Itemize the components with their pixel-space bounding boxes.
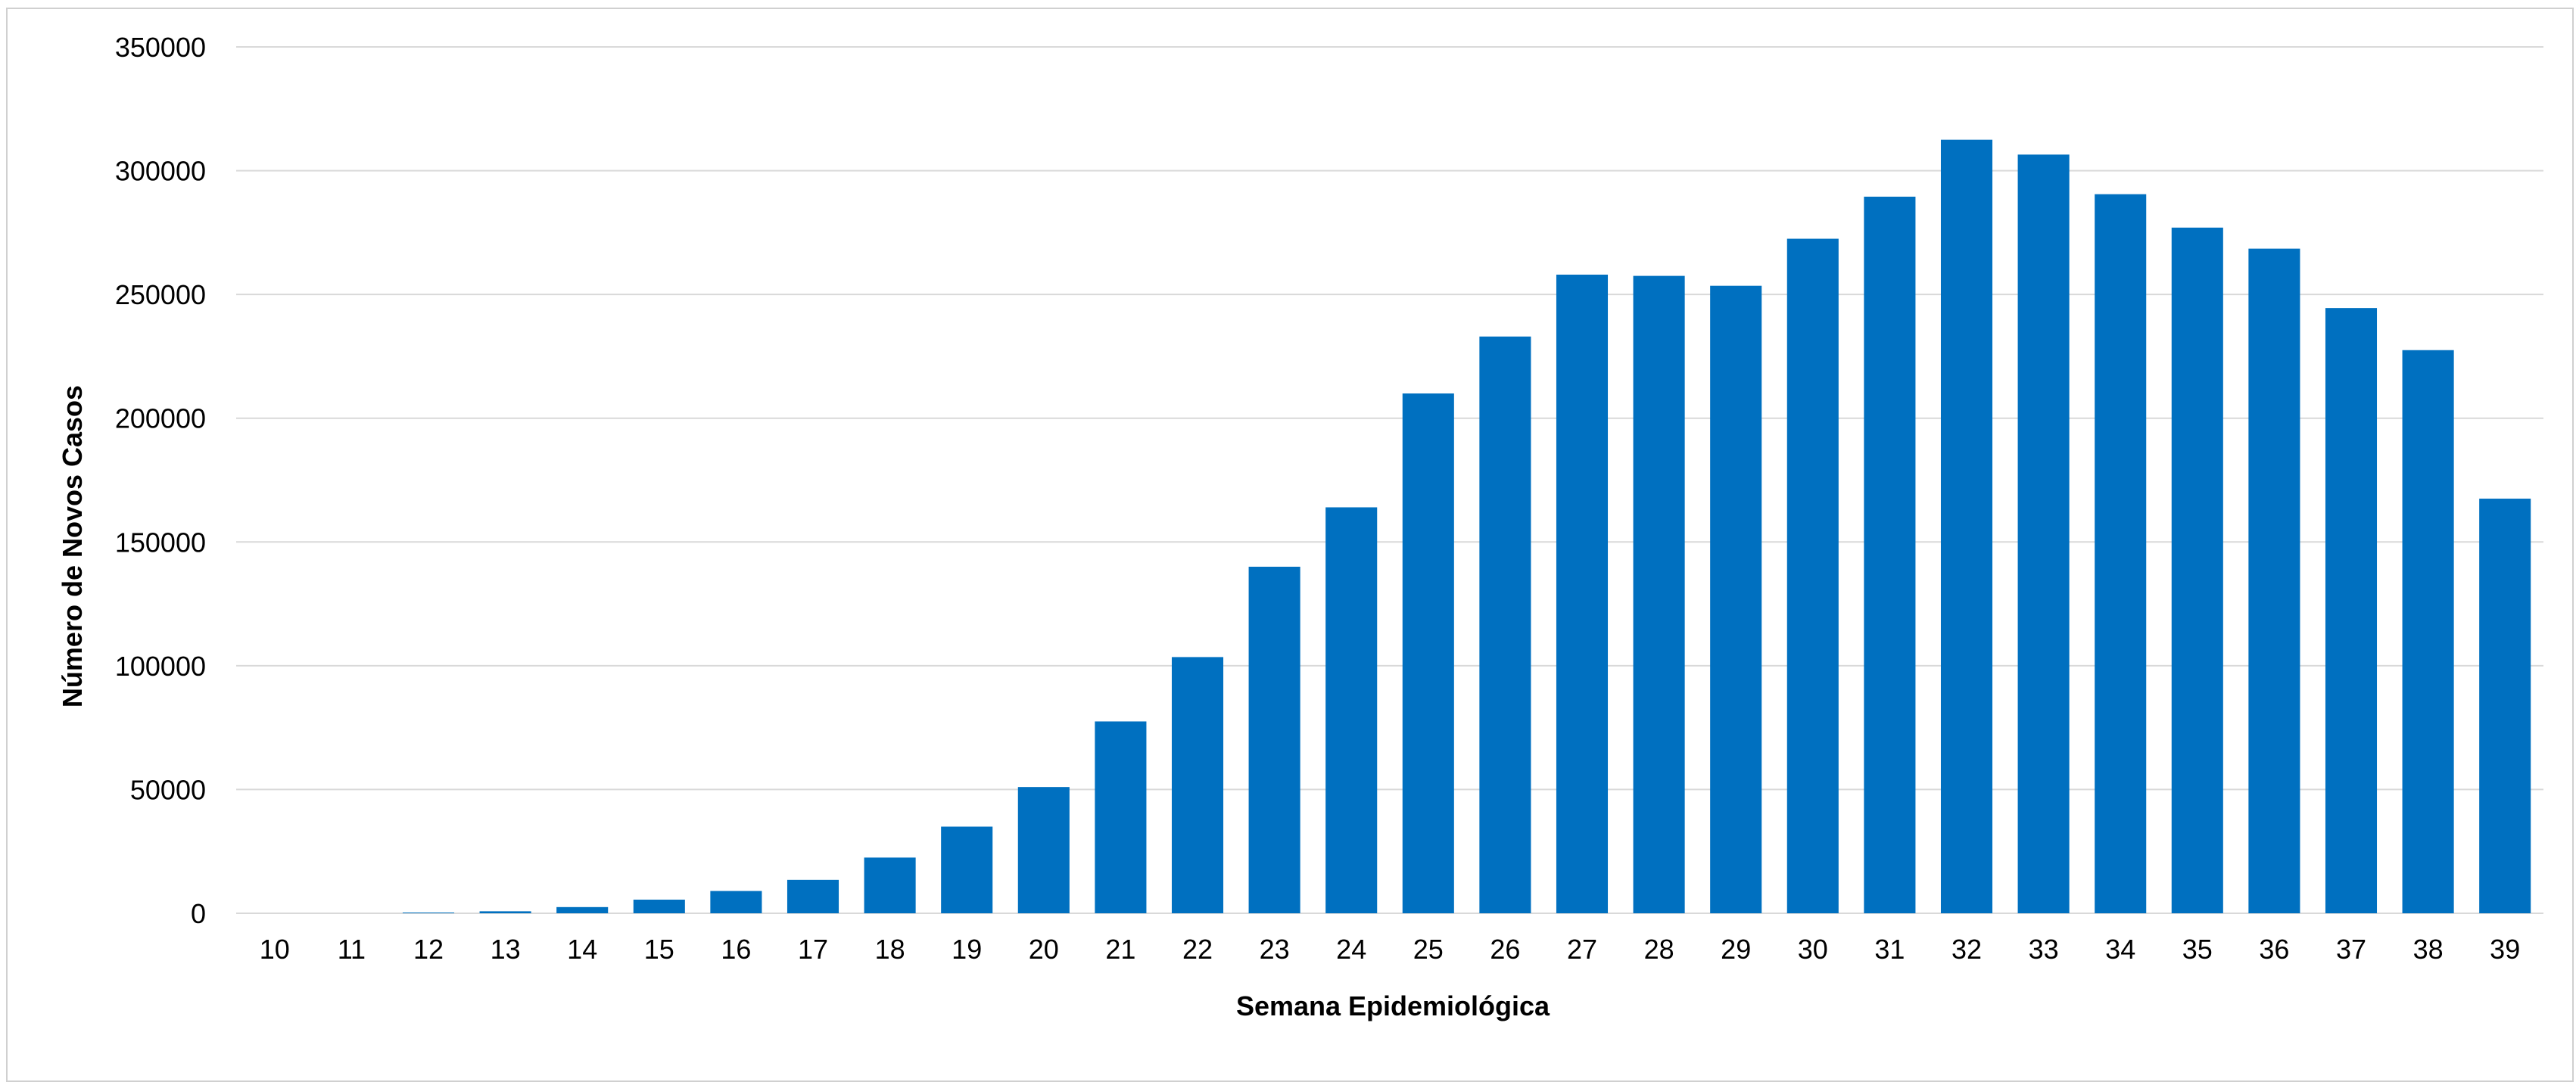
- x-tick-label: 17: [798, 934, 828, 965]
- bar-week-36: [2248, 248, 2300, 913]
- x-tick-label: 11: [338, 934, 366, 965]
- x-tick-label: 26: [1490, 934, 1520, 965]
- y-tick-label: 200000: [115, 403, 206, 434]
- bar-week-34: [2095, 194, 2147, 913]
- bar-chart: 0 50000 100000 150000 200000 250000 300000 3500…: [57, 32, 2543, 1021]
- bar-week-13: [479, 911, 531, 913]
- bar-week-33: [2017, 154, 2070, 914]
- x-tick-label: 19: [952, 934, 982, 965]
- bar-week-35: [2171, 227, 2223, 913]
- bar-week-21: [1095, 721, 1147, 913]
- x-tick-label: 25: [1413, 934, 1444, 965]
- chart-frame: 0 50000 100000 150000 200000 250000 300000 3500…: [6, 8, 2574, 1082]
- y-tick-label: 250000: [115, 279, 206, 310]
- x-tick-label: 31: [1874, 934, 1905, 965]
- x-tick-label: 34: [2105, 934, 2135, 965]
- x-tick-label: 38: [2413, 934, 2444, 965]
- y-tick-label: 50000: [130, 774, 206, 805]
- x-tick-label: 32: [1951, 934, 1982, 965]
- bar-week-28: [1633, 275, 1685, 913]
- bar-week-24: [1325, 507, 1378, 913]
- bar-week-22: [1171, 657, 1224, 913]
- x-tick-label: 10: [260, 934, 290, 965]
- x-tick-label: 37: [2336, 934, 2366, 965]
- bar-week-23: [1248, 567, 1300, 913]
- bar-week-31: [1864, 196, 1916, 913]
- y-tick-label: 300000: [115, 156, 206, 187]
- x-tick-label: 22: [1182, 934, 1213, 965]
- x-tick-label: 24: [1336, 934, 1366, 965]
- x-tick-label: 33: [2029, 934, 2059, 965]
- bar-week-39: [2479, 499, 2531, 913]
- bar-week-20: [1017, 787, 1070, 913]
- x-tick-label: 15: [644, 934, 674, 965]
- bar-week-14: [556, 906, 609, 913]
- x-tick-label: 36: [2259, 934, 2289, 965]
- gridlines: [236, 46, 2543, 914]
- y-tick-label: 350000: [115, 32, 206, 63]
- bar-week-16: [710, 891, 762, 913]
- bar-week-32: [1940, 139, 1993, 913]
- x-tick-label: 23: [1260, 934, 1290, 965]
- x-tick-label: 21: [1105, 934, 1135, 965]
- x-tick-label: 14: [567, 934, 597, 965]
- bar-week-27: [1556, 274, 1609, 913]
- x-tick-labels: 10 11 12 13 14 15 16 17 18 19 20 21 22 23 24 25 26 27 28 29…: [260, 934, 2520, 965]
- x-tick-label: 12: [413, 934, 444, 965]
- bar-week-26: [1479, 336, 1531, 913]
- x-tick-label: 30: [1798, 934, 1828, 965]
- x-tick-label: 20: [1029, 934, 1059, 965]
- bar-week-17: [787, 879, 839, 913]
- x-tick-label: 16: [721, 934, 751, 965]
- bar-week-29: [1710, 285, 1762, 913]
- bar-week-25: [1402, 393, 1454, 913]
- bar-week-15: [633, 900, 685, 913]
- x-tick-label: 35: [2182, 934, 2213, 965]
- x-tick-label: 39: [2490, 934, 2520, 965]
- x-tick-label: 29: [1721, 934, 1751, 965]
- x-tick-label: 28: [1644, 934, 1674, 965]
- y-tick-label: 150000: [115, 527, 206, 558]
- bar-week-19: [941, 826, 993, 913]
- x-tick-label: 13: [491, 934, 521, 965]
- bar-week-38: [2402, 350, 2454, 913]
- y-tick-labels: 0 50000 100000 150000 200000 250000 300000 3500…: [115, 32, 206, 929]
- y-axis-title: Número de Novos Casos: [57, 385, 88, 707]
- bars: [402, 139, 2531, 914]
- y-tick-label: 0: [191, 898, 206, 929]
- y-tick-label: 100000: [115, 651, 206, 682]
- bar-week-37: [2325, 308, 2378, 913]
- x-tick-label: 18: [875, 934, 905, 965]
- x-axis-title: Semana Epidemiológica: [1236, 990, 1550, 1021]
- bar-week-18: [864, 857, 916, 913]
- bar-week-30: [1786, 238, 1839, 913]
- x-tick-label: 27: [1567, 934, 1597, 965]
